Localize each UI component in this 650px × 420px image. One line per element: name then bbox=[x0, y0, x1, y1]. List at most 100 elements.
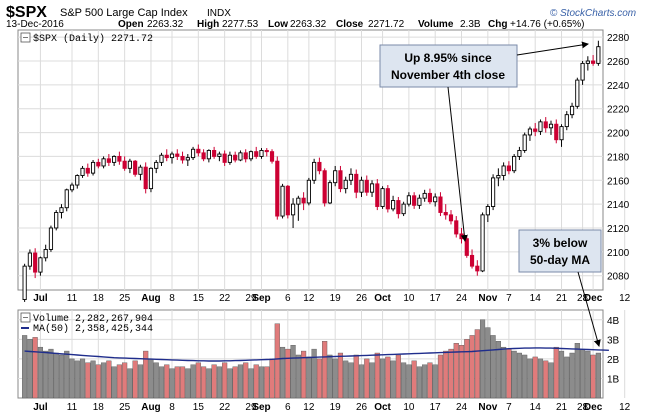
x-tick-label: 6 bbox=[285, 293, 291, 304]
volume-bar bbox=[485, 327, 491, 399]
volume-bar bbox=[401, 362, 407, 399]
candle-body bbox=[33, 252, 38, 273]
candle-body bbox=[180, 155, 185, 161]
candle-body bbox=[64, 189, 69, 209]
volume-bar bbox=[469, 335, 475, 399]
candle-body bbox=[359, 179, 364, 193]
candle-body bbox=[217, 153, 222, 157]
ma-line bbox=[24, 347, 609, 362]
candle-body bbox=[254, 151, 259, 157]
volume-bar bbox=[148, 358, 154, 399]
candle-body bbox=[290, 203, 296, 216]
volume-bar bbox=[143, 350, 149, 399]
x-tick-label: 12 bbox=[303, 402, 315, 413]
candle-body bbox=[275, 160, 280, 217]
x-tick-label: 26 bbox=[356, 293, 368, 304]
symbol-title: $SPX bbox=[6, 4, 47, 21]
x-tick-label: 8 bbox=[169, 402, 175, 413]
candle-body bbox=[327, 182, 333, 204]
x-tick-label: 14 bbox=[530, 293, 542, 304]
candle-body bbox=[496, 175, 501, 179]
candle-body bbox=[538, 121, 543, 132]
candle-body bbox=[317, 161, 322, 172]
candle-body bbox=[164, 154, 169, 159]
x-tick-label: Jul bbox=[33, 293, 48, 304]
volume-bar bbox=[537, 358, 544, 399]
volume-tick-label: 4B bbox=[607, 316, 620, 327]
volume-bar bbox=[48, 348, 54, 399]
volume-bar bbox=[374, 352, 380, 399]
candle-body bbox=[354, 173, 359, 193]
candle-body bbox=[401, 203, 406, 215]
volume-bar bbox=[269, 358, 275, 399]
candle-body bbox=[585, 60, 590, 64]
candle-body bbox=[201, 152, 206, 160]
volume-bar bbox=[511, 350, 517, 399]
low-label: Low bbox=[268, 19, 288, 30]
candle-body bbox=[564, 114, 569, 128]
x-tick-label: 21 bbox=[556, 293, 568, 304]
volume-bar bbox=[64, 350, 70, 399]
candle-body bbox=[580, 62, 585, 81]
candle-body bbox=[90, 161, 96, 174]
volume-bar bbox=[301, 350, 307, 399]
x-tick-label: Dec bbox=[584, 293, 603, 304]
candlesticks bbox=[22, 40, 601, 302]
volume-bar bbox=[248, 368, 254, 399]
chg-value: +14.76 (+0.65%) bbox=[510, 19, 585, 30]
volume-bar bbox=[174, 366, 180, 399]
volume-bar bbox=[406, 364, 412, 399]
volume-bar bbox=[527, 358, 533, 399]
volume-bar bbox=[458, 345, 465, 399]
candle-body bbox=[296, 197, 301, 205]
x-tick-label: Nov bbox=[478, 402, 497, 413]
x-tick-label: 22 bbox=[219, 293, 231, 304]
volume-bar bbox=[558, 350, 565, 399]
candle-body bbox=[59, 207, 64, 213]
volume-bar bbox=[316, 358, 322, 399]
open-label: Open bbox=[118, 19, 144, 30]
candle-body bbox=[527, 128, 533, 136]
candle-body bbox=[127, 160, 132, 169]
volume-bar bbox=[343, 360, 349, 399]
volume-bar bbox=[222, 362, 228, 399]
candle-body bbox=[391, 200, 396, 210]
volume-bar bbox=[506, 348, 512, 399]
x-tick-label: 7 bbox=[506, 402, 512, 413]
x-tick-label: 12 bbox=[619, 293, 631, 304]
chg-label: Chg bbox=[488, 19, 507, 30]
candle-body bbox=[159, 154, 164, 163]
candle-body bbox=[417, 197, 422, 206]
x-tick-label: 17 bbox=[430, 402, 442, 413]
volume-tick-label: 1B bbox=[607, 374, 620, 385]
candle-body bbox=[138, 166, 143, 175]
volume-bar bbox=[201, 366, 207, 399]
candle-body bbox=[333, 170, 338, 184]
candle-body bbox=[427, 192, 433, 203]
x-tick-label: 18 bbox=[93, 402, 105, 413]
callout-ma-line1: 3% below bbox=[533, 236, 588, 250]
candle-body bbox=[412, 195, 417, 206]
volume-bar bbox=[111, 366, 117, 399]
candle-body bbox=[22, 265, 27, 300]
volume-bar bbox=[132, 360, 138, 399]
volume-bar bbox=[422, 364, 428, 399]
volume-bar bbox=[311, 348, 317, 399]
candle-body bbox=[348, 173, 354, 181]
watermark: © StockCharts.com bbox=[550, 8, 636, 19]
volume-bar bbox=[127, 368, 133, 399]
volume-bar bbox=[453, 343, 459, 399]
candle-body bbox=[148, 167, 154, 190]
candle-body bbox=[548, 123, 554, 129]
x-tick-label: Dec bbox=[584, 402, 603, 413]
volume-bar bbox=[295, 354, 301, 399]
volume-bar bbox=[337, 352, 344, 399]
volume-bar bbox=[448, 348, 454, 399]
volume-bar bbox=[190, 364, 196, 399]
x-tick-label: 19 bbox=[330, 402, 342, 413]
x-tick-label: 11 bbox=[67, 402, 78, 413]
candle-body bbox=[485, 206, 490, 216]
candle-body bbox=[248, 151, 254, 160]
exchange-label: INDX bbox=[207, 8, 231, 19]
volume-bar bbox=[253, 364, 259, 399]
